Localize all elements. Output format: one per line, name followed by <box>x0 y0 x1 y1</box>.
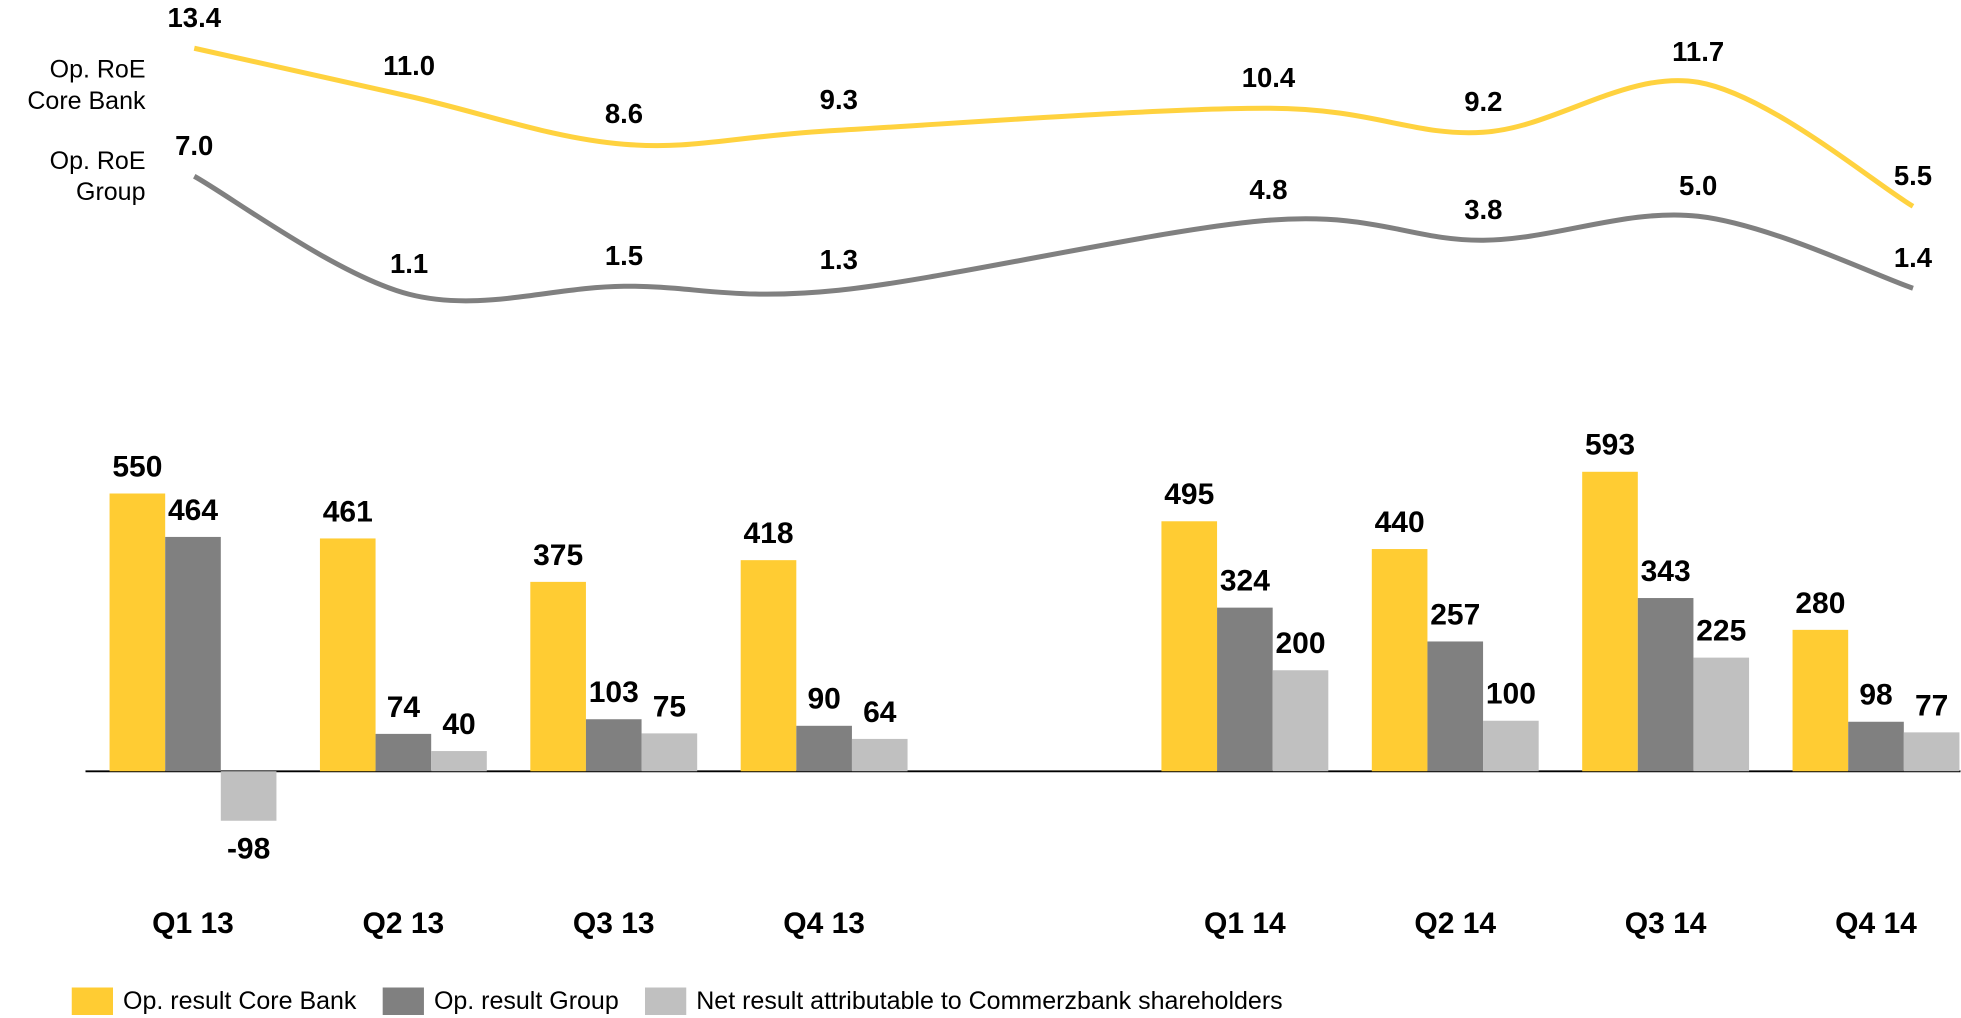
bar <box>431 751 487 772</box>
bar <box>530 581 586 772</box>
legend-swatch <box>645 987 687 1015</box>
data-label: 77 <box>1915 689 1948 722</box>
bar <box>1272 670 1329 772</box>
data-label: 3.8 <box>1464 194 1502 225</box>
data-label: 4.8 <box>1249 174 1287 205</box>
x-tick-label: Q1 14 <box>1204 907 1286 940</box>
data-label: 74 <box>387 691 421 724</box>
data-label: 100 <box>1486 678 1536 711</box>
bar <box>375 733 432 772</box>
data-label: 40 <box>442 708 475 741</box>
bar <box>1693 657 1750 772</box>
series-name: Op. RoE Core Bank <box>27 56 146 115</box>
data-label: 1.3 <box>820 244 858 275</box>
data-label: 324 <box>1220 565 1270 598</box>
bar <box>1427 641 1484 772</box>
data-label: 257 <box>1430 598 1480 631</box>
data-label: 10.4 <box>1242 62 1296 93</box>
series-label: Op. RoE Core Bank <box>27 56 146 115</box>
bar <box>1483 720 1539 772</box>
data-label: 9.3 <box>820 84 858 115</box>
data-label: 5.0 <box>1679 170 1717 201</box>
legend-swatch <box>382 987 424 1015</box>
data-label: 225 <box>1696 615 1746 648</box>
data-label: 11.0 <box>383 50 435 81</box>
data-label: 1.4 <box>1894 242 1933 273</box>
data-label: 495 <box>1164 478 1214 511</box>
data-label: 375 <box>533 539 583 572</box>
data-label: 8.6 <box>605 98 643 129</box>
bar <box>1792 629 1849 772</box>
bar <box>1582 471 1638 772</box>
data-label: 280 <box>1795 587 1845 620</box>
x-tick-label: Q3 13 <box>573 907 655 940</box>
bar <box>1371 549 1428 772</box>
bar <box>1161 521 1218 772</box>
data-label: 1.5 <box>605 240 643 271</box>
x-tick-label: Q2 14 <box>1414 907 1496 940</box>
data-label: -98 <box>227 833 270 866</box>
data-label: 13.4 <box>167 2 221 33</box>
data-label: 64 <box>863 696 897 729</box>
bar <box>220 771 277 821</box>
data-label: 98 <box>1859 679 1892 712</box>
bar <box>165 536 221 772</box>
data-label: 11.7 <box>1672 36 1724 67</box>
data-label: 343 <box>1641 555 1691 588</box>
x-tick-label: Q1 13 <box>152 907 234 940</box>
data-label: 464 <box>168 494 218 527</box>
series-label: Op. RoE Group <box>49 147 146 207</box>
x-tick-label: Q3 14 <box>1625 907 1707 940</box>
legend-label: Net result attributable to Commerzbank s… <box>696 987 1282 1015</box>
data-label: 200 <box>1275 627 1325 660</box>
legend-label: Op. result Group <box>434 987 619 1015</box>
data-label: 90 <box>807 683 840 716</box>
bar <box>641 733 698 772</box>
legend-swatch <box>71 987 114 1015</box>
bar <box>109 493 166 772</box>
bar <box>1848 721 1904 772</box>
data-label: 9.2 <box>1464 86 1502 117</box>
data-label: 593 <box>1585 429 1635 462</box>
bar <box>851 738 908 772</box>
line <box>193 174 1914 304</box>
data-label: 550 <box>112 450 162 483</box>
bar <box>319 538 376 772</box>
data-label: 7.0 <box>175 130 213 161</box>
data-label: 440 <box>1375 506 1425 539</box>
x-tick-label: Q4 13 <box>783 907 865 940</box>
x-tick-label: Q4 14 <box>1835 907 1917 940</box>
series-name: Op. RoE Group <box>49 147 146 207</box>
bar <box>740 560 797 772</box>
data-label: 1.1 <box>390 248 428 279</box>
data-label: 5.5 <box>1894 160 1932 191</box>
x-tick-label: Q2 13 <box>363 907 445 940</box>
bar <box>1217 607 1273 772</box>
data-label: 103 <box>589 676 639 709</box>
data-label: 461 <box>323 495 373 528</box>
bar <box>1903 732 1960 772</box>
data-label: 418 <box>743 517 793 550</box>
legend-label: Op. result Core Bank <box>123 987 357 1015</box>
bar <box>585 719 642 772</box>
line <box>193 45 1915 209</box>
bar <box>1637 598 1694 772</box>
bar <box>796 725 852 772</box>
data-label: 75 <box>653 690 686 723</box>
